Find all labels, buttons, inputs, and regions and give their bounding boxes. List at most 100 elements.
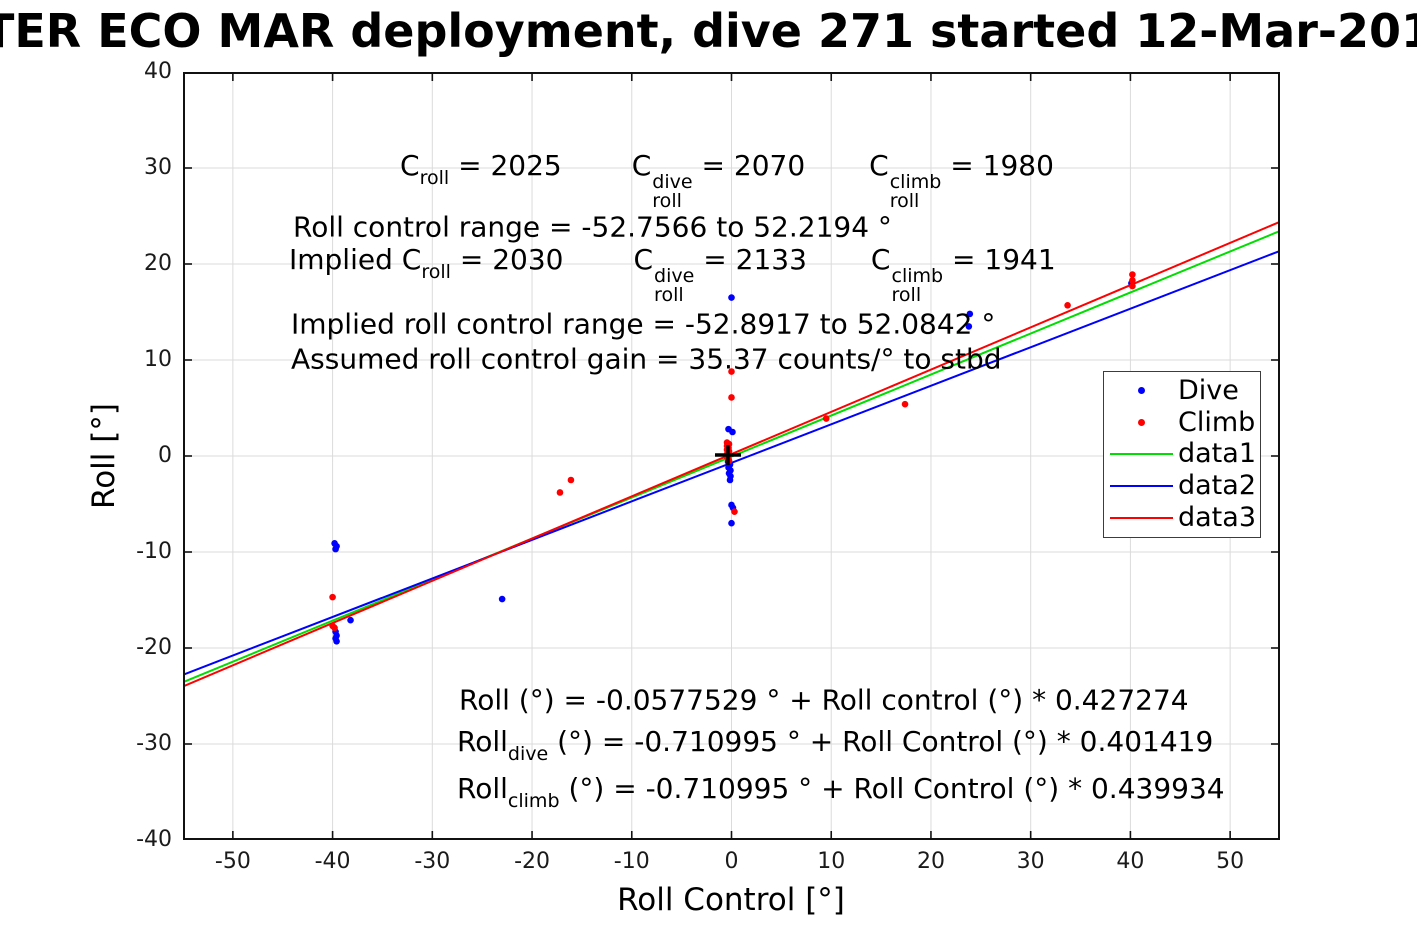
legend-label: data2 bbox=[1178, 470, 1256, 502]
annotation-text: = 1980 bbox=[941, 149, 1054, 183]
annotation-supsub-stack: dive roll bbox=[652, 173, 692, 213]
fit-equation-dive: Rolldive (°) = -0.710995 ° + Roll Contro… bbox=[457, 725, 1213, 765]
annotation-supsub-stack: climb roll bbox=[891, 267, 943, 307]
legend-row: data1 bbox=[1104, 439, 1260, 469]
annotation-superscript: dive bbox=[654, 265, 695, 288]
x-axis-label: Roll Control [°] bbox=[617, 882, 845, 918]
scatter-point-climb bbox=[728, 368, 735, 375]
scatter-point-dive bbox=[333, 637, 340, 645]
annotation-subscript: roll bbox=[889, 190, 920, 213]
scatter-point-climb bbox=[731, 508, 738, 515]
x-tick-label: 50 bbox=[1216, 849, 1245, 874]
annotation-subscript: roll bbox=[421, 260, 451, 283]
annotation-text: Implied roll control range = -52.8917 to… bbox=[291, 307, 996, 341]
legend-dot-marker bbox=[1104, 419, 1178, 427]
chart-svg bbox=[183, 72, 1280, 840]
annotation-text: Roll (°) = -0.0577529 ° + Roll control (… bbox=[459, 683, 1189, 717]
legend-row: data2 bbox=[1104, 471, 1260, 501]
x-tick-label: 0 bbox=[724, 849, 739, 874]
scatter-point-dive bbox=[347, 616, 354, 624]
scatter-point-climb bbox=[901, 400, 909, 408]
scatter-point-climb bbox=[822, 415, 830, 422]
annotation-text: Roll bbox=[457, 772, 508, 806]
scatter-point-climb bbox=[728, 394, 735, 401]
implied-roll-control-range: Implied roll control range = -52.8917 to… bbox=[291, 308, 995, 341]
legend-marker-glyph bbox=[1137, 387, 1145, 395]
y-tick-label: -40 bbox=[136, 827, 172, 852]
y-tick-label: 0 bbox=[158, 443, 172, 468]
legend-row: Dive bbox=[1104, 374, 1260, 406]
plus-marker bbox=[715, 445, 742, 466]
annotation-text: C bbox=[870, 243, 891, 277]
assumed-gain: Assumed roll control gain = 35.37 counts… bbox=[291, 343, 1002, 376]
x-tick-label: 30 bbox=[1016, 849, 1045, 874]
scatter-point-dive bbox=[728, 294, 735, 301]
legend-marker-glyph bbox=[1109, 485, 1173, 488]
annotation-text: Roll control range = -52.7566 to 52.2194… bbox=[293, 210, 892, 244]
scatter-point-climb bbox=[1129, 282, 1136, 290]
x-tick-label: -40 bbox=[314, 849, 351, 874]
scatter-point-climb bbox=[1129, 277, 1136, 284]
annotation-text: Implied C bbox=[289, 243, 422, 277]
legend-marker-glyph bbox=[1109, 517, 1173, 520]
scatter-point-climb bbox=[329, 593, 336, 601]
annotation-text: (°) = -0.710995 ° + Roll Control (°) * 0… bbox=[559, 772, 1225, 806]
x-tick-label: -20 bbox=[514, 849, 550, 874]
scatter-point-dive bbox=[726, 476, 734, 484]
scatter-point-climb bbox=[567, 476, 575, 484]
annotation-text: C bbox=[633, 243, 654, 277]
y-tick-label: 30 bbox=[144, 155, 172, 180]
y-tick-label: 10 bbox=[144, 347, 172, 372]
annotation-subscript: roll bbox=[654, 284, 684, 307]
legend-marker-glyph bbox=[1137, 419, 1145, 427]
legend-label: Dive bbox=[1178, 374, 1239, 406]
y-tick-label: 20 bbox=[144, 251, 172, 276]
scatter-point-dive bbox=[729, 428, 736, 436]
legend-label: data1 bbox=[1178, 438, 1256, 470]
scatter-point-climb bbox=[1129, 271, 1136, 278]
legend-line-marker bbox=[1104, 485, 1178, 488]
legend-label: data3 bbox=[1178, 502, 1256, 534]
x-tick-label: 40 bbox=[1116, 849, 1145, 874]
legend: Dive Climb data1 data2 data3 bbox=[1103, 371, 1261, 538]
annotation-subscript: roll bbox=[652, 190, 682, 213]
annotation-text: C bbox=[400, 149, 420, 183]
x-tick-label: 20 bbox=[916, 849, 945, 874]
fit-equation-all: Roll (°) = -0.0577529 ° + Roll control (… bbox=[459, 684, 1189, 717]
legend-marker-glyph bbox=[1109, 453, 1173, 456]
annotation-text: = 2133 bbox=[694, 243, 807, 277]
annotation-subscript: roll bbox=[891, 284, 922, 307]
scatter-point-climb bbox=[556, 489, 564, 496]
annotation-supsub-stack: dive roll bbox=[654, 265, 695, 307]
annotation-text: = 2070 bbox=[692, 149, 806, 183]
legend-line-marker bbox=[1104, 453, 1178, 456]
legend-label: Climb bbox=[1178, 406, 1256, 438]
annotation-text: = 1941 bbox=[943, 243, 1056, 277]
scatter-point-dive bbox=[966, 310, 974, 318]
scatter-point-dive bbox=[728, 519, 735, 527]
x-tick-label: 10 bbox=[817, 849, 846, 874]
y-tick-label: -10 bbox=[136, 539, 172, 564]
annotation-text: Assumed roll control gain = 35.37 counts… bbox=[291, 342, 1002, 376]
annotation-subscript: dive bbox=[507, 742, 549, 765]
x-tick-label: -30 bbox=[414, 849, 451, 874]
plot-area bbox=[183, 72, 1280, 840]
annotation-text: C bbox=[631, 149, 652, 183]
x-tick-label: -10 bbox=[613, 849, 650, 874]
y-tick-label: 40 bbox=[144, 59, 172, 84]
annotation-supsub-stack: climb roll bbox=[889, 173, 942, 213]
legend-dot-marker bbox=[1104, 387, 1178, 395]
annotation-subscript: climb bbox=[507, 789, 560, 812]
annotation-text: Roll bbox=[457, 725, 508, 759]
legend-row: Climb bbox=[1104, 406, 1260, 438]
y-tick-label: -20 bbox=[136, 635, 172, 660]
scatter-point-climb bbox=[331, 624, 338, 632]
annotation-text: C bbox=[869, 149, 889, 183]
scatter-point-dive bbox=[498, 595, 506, 603]
figure-title: TER ECO MAR deployment, dive 271 started… bbox=[0, 4, 1417, 58]
scatter-point-climb bbox=[1064, 301, 1071, 309]
scatter-point-dive bbox=[965, 323, 973, 330]
